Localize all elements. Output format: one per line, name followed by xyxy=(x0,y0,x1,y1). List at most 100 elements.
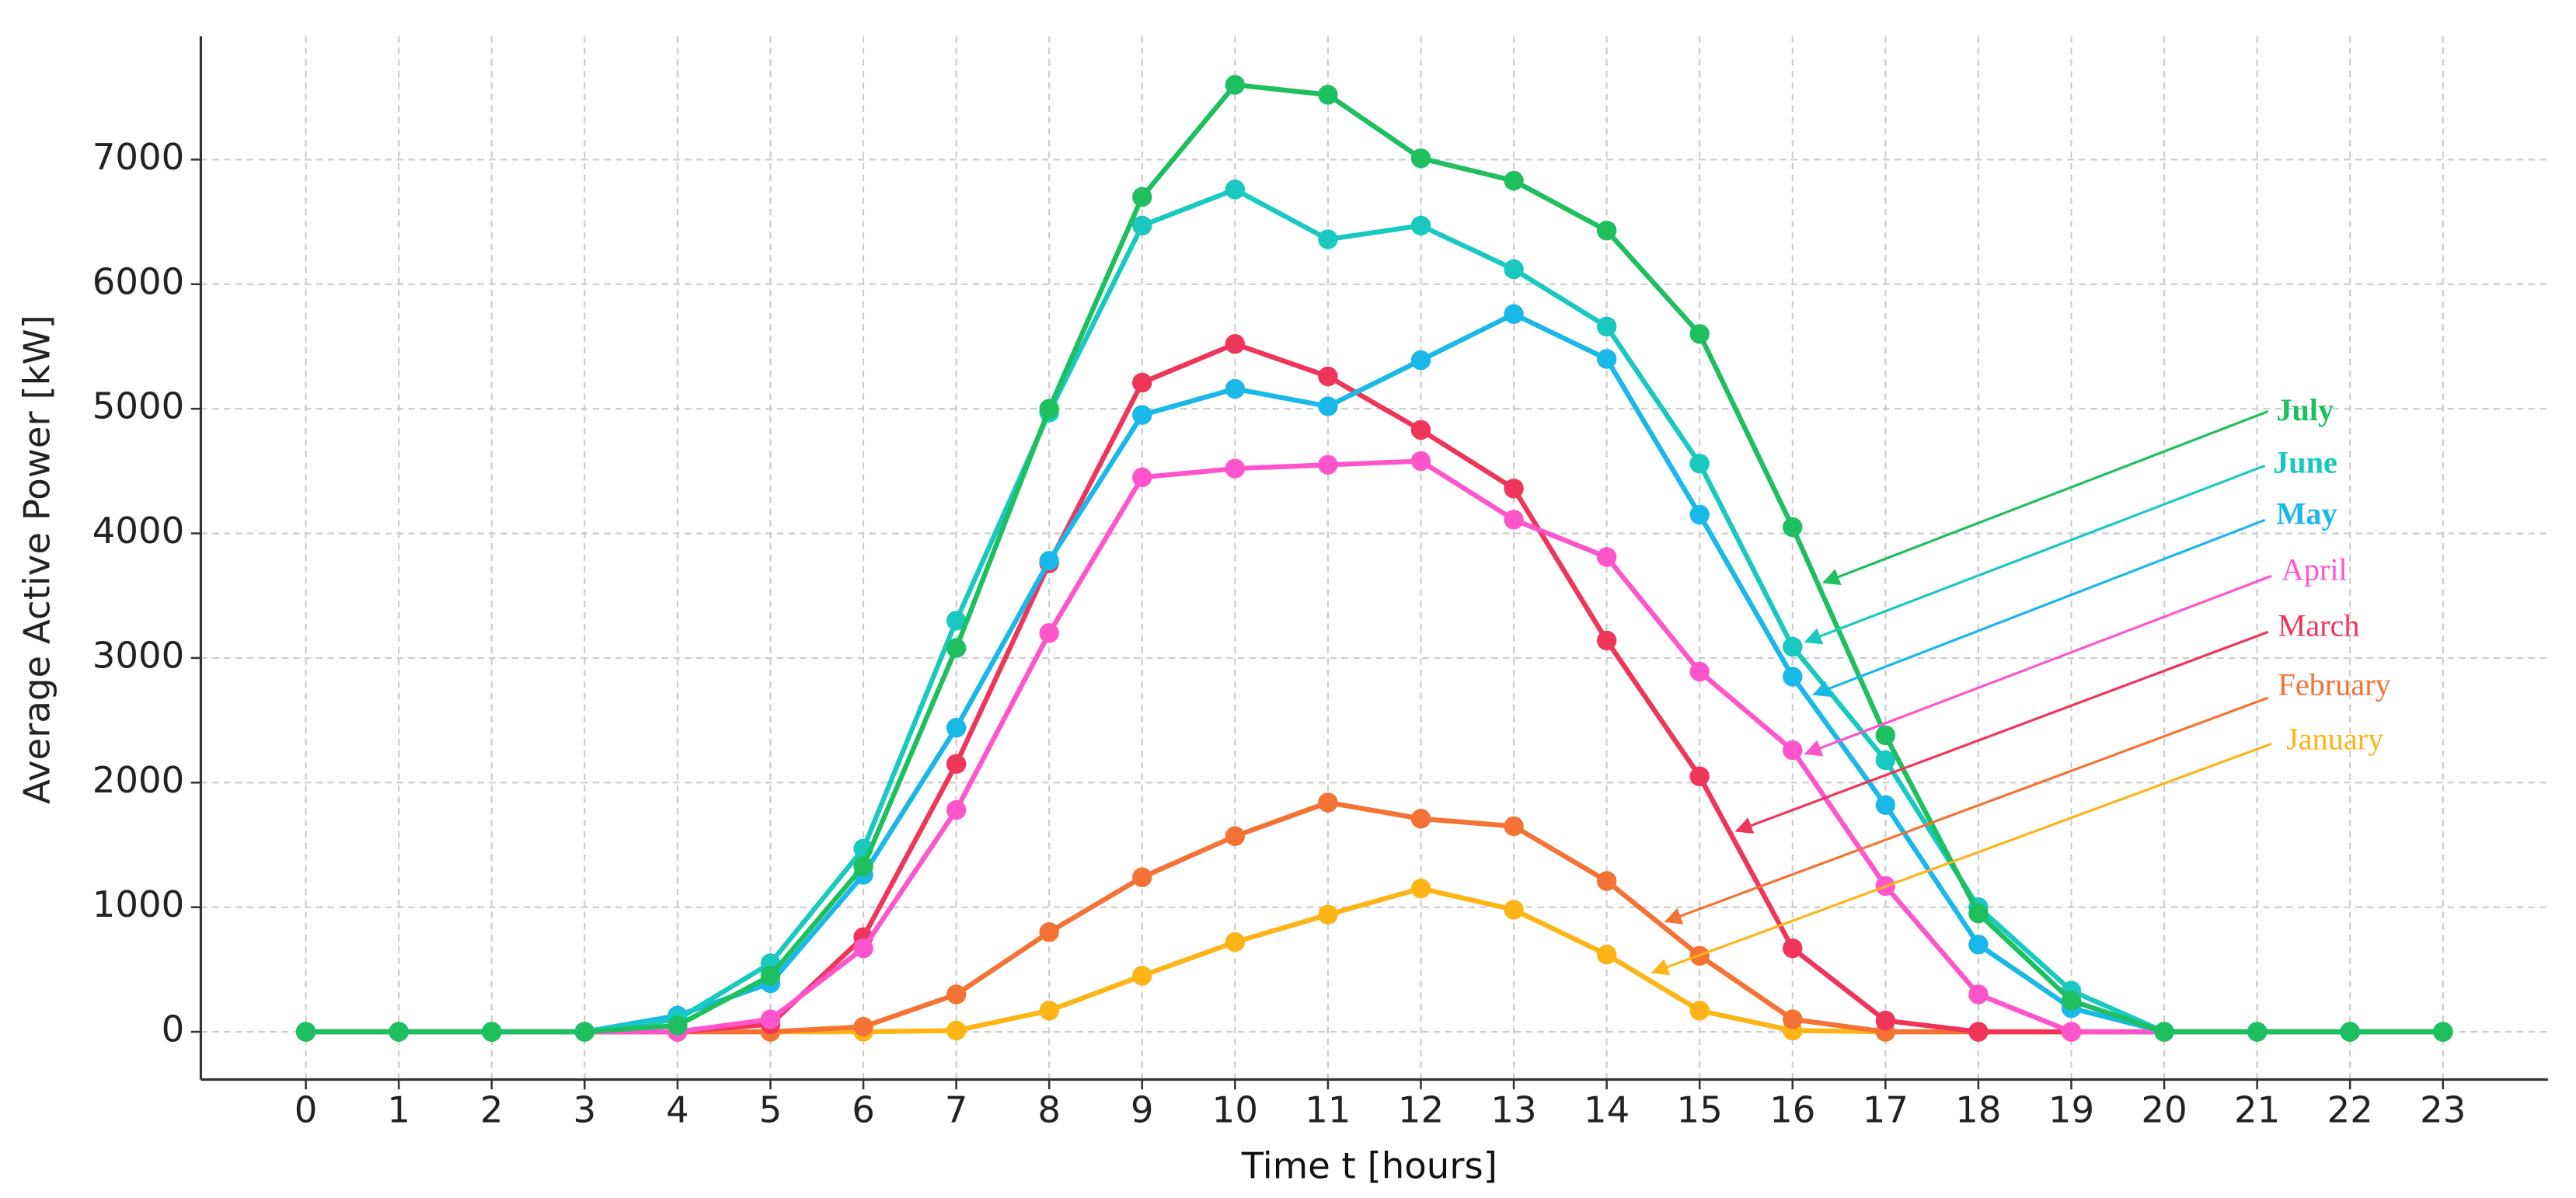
point xyxy=(1410,215,1431,236)
y-tick-label: 0 xyxy=(162,1008,185,1050)
x-tick-label: 14 xyxy=(1584,1088,1630,1130)
annotation-arrow xyxy=(1804,464,2266,645)
point xyxy=(1596,871,1617,891)
point xyxy=(1410,809,1431,829)
point xyxy=(1225,458,1246,479)
x-tick-label: 23 xyxy=(2420,1088,2466,1130)
point xyxy=(853,938,873,959)
point xyxy=(1410,148,1431,169)
y-tick-label: 2000 xyxy=(92,759,185,801)
point xyxy=(1504,816,1524,837)
point xyxy=(1783,938,1803,959)
point xyxy=(1689,766,1710,786)
x-tick-label: 0 xyxy=(295,1088,318,1130)
point xyxy=(1225,179,1246,200)
point xyxy=(1689,504,1710,525)
x-tick-label: 11 xyxy=(1305,1088,1351,1130)
point xyxy=(1504,304,1524,324)
y-tick-label: 5000 xyxy=(92,385,185,427)
annotation: March xyxy=(2278,608,2360,643)
point xyxy=(1132,405,1152,425)
annotation-arrow xyxy=(1812,518,2266,698)
point xyxy=(946,984,967,1005)
point xyxy=(1783,667,1803,687)
point xyxy=(1504,259,1524,280)
point xyxy=(1875,1010,1896,1031)
point xyxy=(1132,467,1152,488)
point xyxy=(1596,547,1617,567)
point xyxy=(1689,324,1710,344)
x-tick-label: 10 xyxy=(1212,1088,1258,1130)
annotation-arrow xyxy=(1821,410,2269,586)
x-tick-label: 21 xyxy=(2234,1088,2280,1130)
point xyxy=(1318,792,1338,813)
point xyxy=(1596,944,1617,965)
x-tick-label: 6 xyxy=(852,1088,875,1130)
point xyxy=(1039,399,1059,419)
point xyxy=(1875,725,1896,746)
point xyxy=(1504,479,1524,499)
annotation: January xyxy=(2286,722,2383,757)
point xyxy=(1132,966,1152,986)
point xyxy=(1132,867,1152,887)
y-tick-label: 4000 xyxy=(92,510,185,552)
point xyxy=(1689,454,1710,474)
y-tick-label: 7000 xyxy=(92,136,185,178)
point xyxy=(482,1022,502,1042)
point xyxy=(389,1022,409,1042)
annotation: February xyxy=(2278,667,2391,702)
point xyxy=(1968,984,1989,1005)
annotation: June xyxy=(2273,445,2337,480)
y-axis-label: Average Active Power [kW] xyxy=(16,315,58,804)
point xyxy=(1504,510,1524,530)
annotation-arrow xyxy=(1664,696,2269,925)
point xyxy=(853,1016,873,1037)
annotation: May xyxy=(2276,496,2337,531)
line xyxy=(305,186,2443,1035)
line xyxy=(305,341,2443,1035)
point xyxy=(1783,1009,1803,1029)
point xyxy=(1318,904,1338,925)
x-tick-label: 3 xyxy=(573,1088,596,1130)
point xyxy=(760,966,781,986)
line xyxy=(305,886,2443,1035)
point xyxy=(1783,636,1803,657)
x-tick-label: 9 xyxy=(1131,1088,1154,1130)
point xyxy=(1968,903,1989,924)
point xyxy=(1875,795,1896,815)
x-tick-label: 22 xyxy=(2327,1088,2373,1130)
line xyxy=(305,311,2443,1035)
point xyxy=(1225,932,1246,952)
point xyxy=(1596,221,1617,241)
point xyxy=(1410,350,1431,371)
line xyxy=(305,458,2443,1035)
line xyxy=(305,799,2443,1035)
point xyxy=(668,1015,688,1036)
point xyxy=(2340,1022,2360,1042)
point xyxy=(1225,378,1246,399)
point xyxy=(946,611,967,631)
point xyxy=(2433,1022,2453,1042)
point xyxy=(946,799,967,820)
point xyxy=(1132,186,1152,207)
x-tick-label: 2 xyxy=(480,1088,504,1130)
point xyxy=(1689,661,1710,682)
x-tick-label: 12 xyxy=(1398,1088,1444,1130)
y-tick-label: 3000 xyxy=(92,634,185,676)
point xyxy=(1783,517,1803,538)
y-tick-label: 1000 xyxy=(92,883,185,925)
point xyxy=(946,638,967,658)
x-tick-label: 1 xyxy=(387,1088,410,1130)
point xyxy=(1225,826,1246,846)
point xyxy=(760,1009,781,1029)
point xyxy=(1596,630,1617,651)
point xyxy=(2247,1022,2268,1042)
point xyxy=(1504,900,1524,920)
point xyxy=(1504,170,1524,191)
x-tick-label: 7 xyxy=(945,1088,968,1130)
point xyxy=(853,856,873,876)
point xyxy=(1410,451,1431,472)
x-tick-label: 5 xyxy=(759,1088,783,1130)
point xyxy=(574,1022,595,1042)
